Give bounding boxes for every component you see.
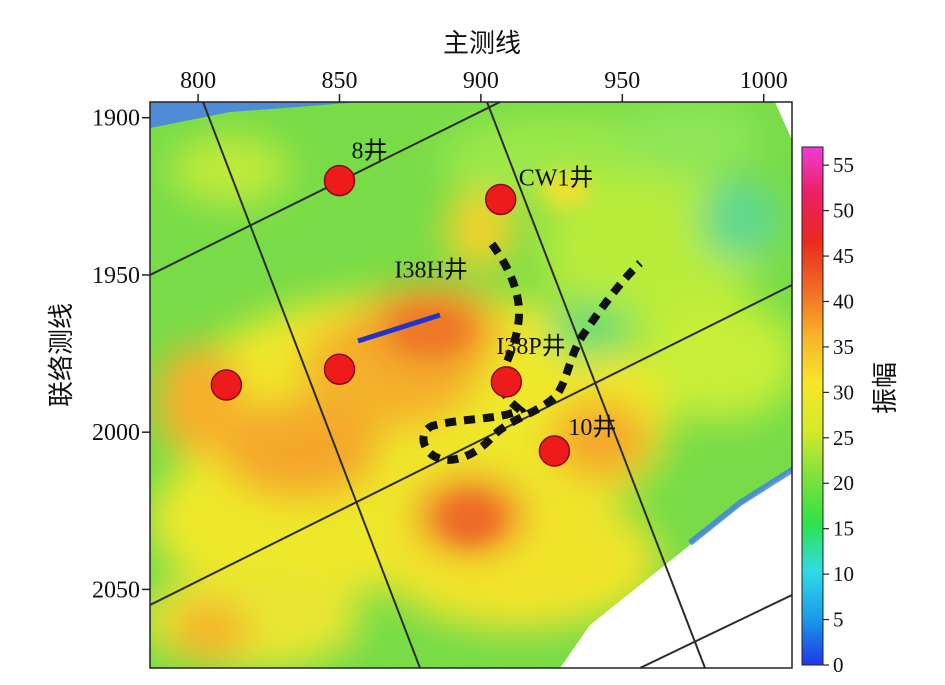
no-data-region: [560, 470, 792, 668]
plot-frame: [149, 101, 793, 669]
colorbar-title: 振幅: [871, 362, 900, 414]
colorbar-tick-label: 30: [833, 380, 854, 404]
colorbar: 0 5 10 15 20 25 30 35 40 45 50 55 振幅: [801, 146, 900, 677]
top-axis-title: 主测线: [443, 29, 521, 58]
colorbar-tick-label: 35: [833, 335, 854, 359]
well-label: CW1井: [519, 164, 594, 191]
top-axis-tick-label: 850: [321, 68, 357, 94]
left-axis: 1900 1950 2000 2050: [92, 106, 150, 603]
well-marker[interactable]: [484, 183, 517, 216]
well-markers: 8井 CW1井 I38H井 I38P井 10井: [210, 138, 616, 467]
well-label: 8井: [351, 138, 387, 165]
colorbar-tick-label: 45: [833, 244, 854, 268]
top-axis: 800 850 900 950 1000: [180, 68, 788, 102]
left-axis-tick-label: 2000: [92, 420, 140, 446]
well-marker[interactable]: [490, 366, 523, 398]
top-axis-tick-label: 1000: [740, 68, 788, 94]
top-axis-tick-label: 950: [604, 68, 640, 94]
colorbar-gradient: [801, 146, 824, 666]
colorbar-tick-label: 10: [833, 562, 854, 586]
dashed-boundary-outline: [419, 241, 643, 464]
left-axis-tick-label: 1900: [92, 106, 140, 132]
no-data-region-top-right: [775, 102, 792, 140]
well-label: I38H井: [394, 256, 467, 283]
colorbar-tick-label: 5: [833, 608, 844, 632]
well-label: I38P井: [496, 333, 565, 360]
horizontal-well-trace: [357, 312, 441, 344]
survey-grid: [150, 102, 792, 668]
low-amplitude-edge: [688, 466, 792, 546]
left-axis-title: 联络测线: [47, 303, 76, 407]
well-marker[interactable]: [323, 164, 356, 197]
colorbar-tick-label: 15: [833, 517, 854, 541]
amplitude-map-area: [150, 102, 792, 668]
colorbar-tick-label: 55: [833, 153, 854, 177]
colorbar-tick-label: 25: [833, 426, 854, 450]
top-axis-tick-label: 800: [180, 68, 216, 94]
colorbar-tick-label: 20: [833, 471, 854, 495]
colorbar-tick-label: 50: [833, 199, 854, 223]
well-marker[interactable]: [210, 369, 243, 401]
left-axis-tick-label: 1950: [92, 263, 140, 289]
left-axis-tick-label: 2050: [92, 577, 140, 603]
colorbar-tick-label: 40: [833, 289, 854, 313]
colorbar-ticks: 0 5 10 15 20 25 30 35 40 45 50 55: [823, 153, 854, 677]
colorbar-tick-label: 0: [833, 653, 844, 677]
well-marker[interactable]: [538, 435, 571, 467]
low-amplitude-band-top: [150, 102, 360, 128]
well-label: 10井: [568, 414, 616, 441]
top-axis-tick-label: 900: [463, 68, 499, 94]
well-marker[interactable]: [323, 353, 356, 386]
